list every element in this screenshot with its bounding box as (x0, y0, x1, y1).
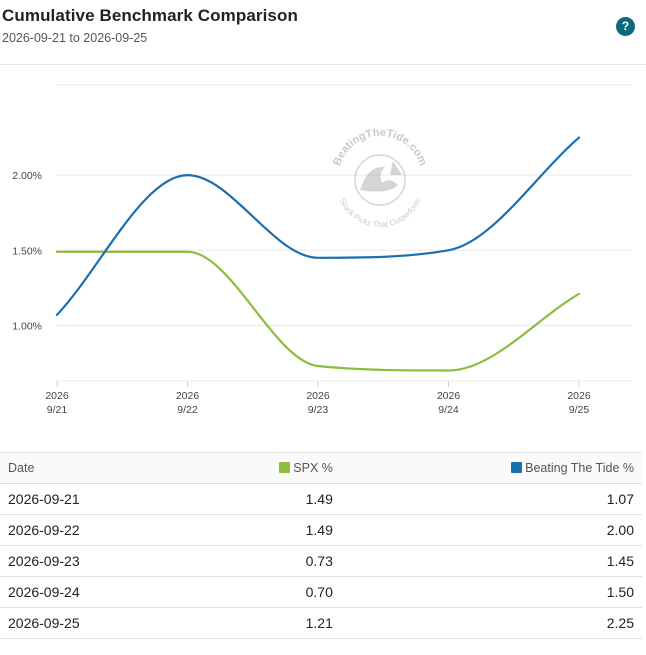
col-date-header[interactable]: Date (0, 452, 190, 484)
col-btt-header[interactable]: Beating The Tide % (340, 452, 642, 484)
spx-series-line[interactable] (55, 250, 581, 372)
row-btt-value: 1.45 (340, 545, 642, 577)
y-tick-label: 2.00% (12, 170, 42, 182)
btt-legend-swatch (511, 462, 523, 473)
row-btt-value: 1.07 (340, 483, 642, 515)
row-date: 2026-09-21 (0, 483, 190, 515)
table-row: 2026-09-23 0.73 1.45 (0, 545, 642, 577)
x-tick-label: 9/21 (47, 404, 68, 416)
row-spx-value: 1.49 (189, 514, 341, 546)
spx-legend-label: SPX % (293, 461, 333, 475)
x-tick-year: 2026 (306, 390, 330, 402)
x-tick-year: 2026 (437, 390, 461, 402)
row-spx-value: 1.21 (189, 607, 341, 639)
data-table: Date SPX % Beating The Tide % 2026-09-21… (0, 452, 642, 639)
row-date: 2026-09-25 (0, 607, 190, 639)
row-spx-value: 0.73 (189, 545, 341, 577)
x-tick-label: 9/24 (438, 404, 459, 416)
row-btt-value: 2.00 (340, 514, 642, 546)
row-spx-value: 1.49 (189, 483, 341, 515)
watermark-top-text: BeatingTheTide.com (331, 127, 429, 168)
chart-title: Cumulative Benchmark Comparison (2, 6, 298, 25)
row-btt-value: 1.50 (340, 576, 642, 608)
benchmark-line-chart: BeatingTheTide.com Stock Picks That Outp… (12, 84, 632, 416)
row-btt-value: 2.25 (340, 607, 642, 639)
y-tick-label: 1.00% (12, 320, 42, 332)
btt-series-line[interactable] (55, 136, 581, 316)
col-spx-header[interactable]: SPX % (189, 452, 341, 484)
row-date: 2026-09-23 (0, 545, 190, 577)
table-header-row: Date SPX % Beating The Tide % (0, 452, 642, 484)
table-row: 2026-09-21 1.49 1.07 (0, 483, 642, 515)
svg-text:Stock Picks That Outperform: Stock Picks That Outperform (338, 197, 423, 229)
spx-legend-swatch (279, 462, 291, 473)
chart-header: Cumulative Benchmark Comparison 2026-09-… (0, 0, 646, 65)
date-range: 2026-09-21 to 2026-09-25 (2, 31, 148, 45)
x-tick-label: 9/22 (177, 404, 198, 416)
table-row: 2026-09-22 1.49 2.00 (0, 514, 642, 546)
help-icon[interactable]: ? (616, 17, 635, 36)
btt-legend-label: Beating The Tide % (525, 461, 634, 475)
y-tick-label: 1.50% (12, 245, 42, 257)
row-date: 2026-09-22 (0, 514, 190, 546)
table-row: 2026-09-25 1.21 2.25 (0, 607, 642, 639)
watermark-logo: BeatingTheTide.com Stock Picks That Outp… (331, 127, 429, 229)
x-tick-label: 9/23 (308, 404, 329, 416)
watermark-bottom-text: Stock Picks That Outperform (338, 197, 423, 229)
wave-logo-icon (354, 154, 406, 206)
row-date: 2026-09-24 (0, 576, 190, 608)
x-axis: 2026 9/21 2026 9/22 2026 9/23 2026 9/24 2026 9/25 (45, 381, 591, 416)
x-tick-label: 9/25 (569, 404, 590, 416)
x-tick-year: 2026 (176, 390, 200, 402)
plot-area (55, 136, 581, 372)
gridlines (56, 84, 632, 382)
table-row: 2026-09-24 0.70 1.50 (0, 576, 642, 608)
row-spx-value: 0.70 (189, 576, 341, 608)
x-tick-year: 2026 (567, 390, 591, 402)
svg-text:BeatingTheTide.com: BeatingTheTide.com (331, 127, 429, 168)
x-tick-year: 2026 (45, 390, 69, 402)
y-axis: 1.00% 1.50% 2.00% (12, 170, 42, 332)
